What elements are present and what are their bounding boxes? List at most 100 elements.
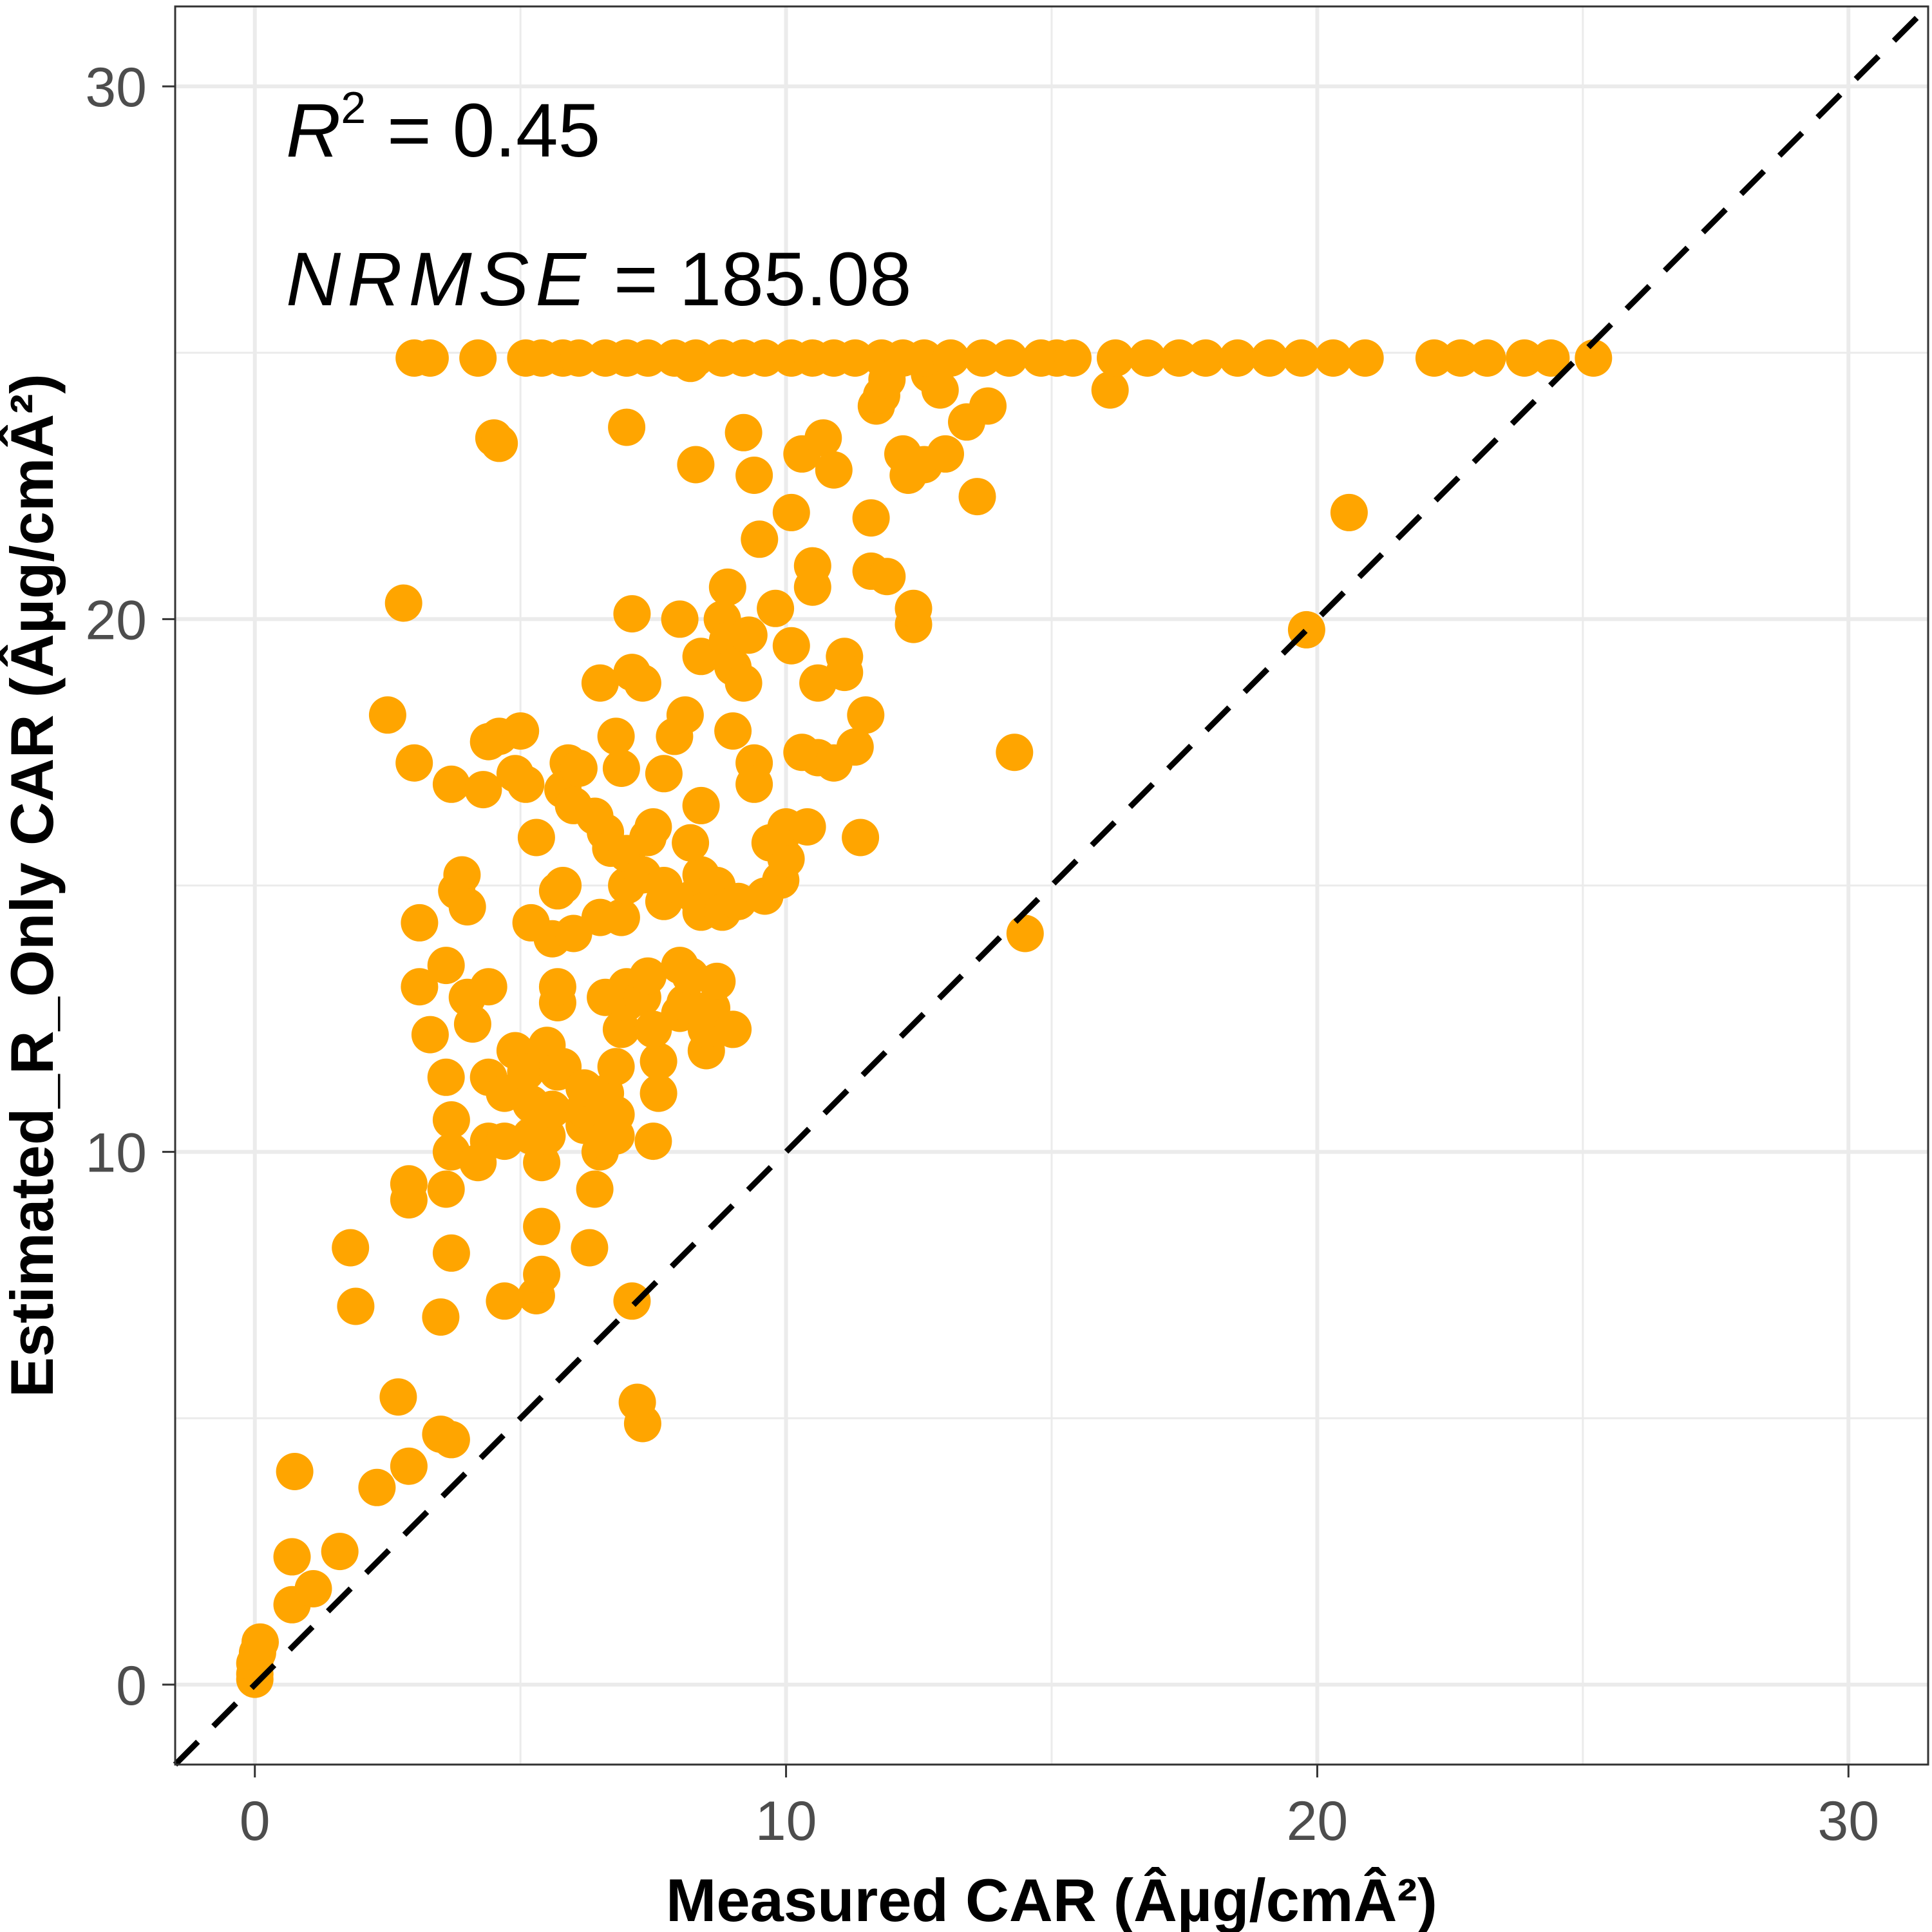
data-point <box>921 371 959 409</box>
data-point <box>538 968 576 1006</box>
data-point <box>682 786 720 824</box>
data-point <box>273 1538 311 1576</box>
data-point <box>724 664 762 702</box>
nrmse-value: = 185.08 <box>592 237 911 322</box>
data-point <box>448 888 486 926</box>
x-axis-title: Measured CAR (Âµg/cmÂ²) <box>666 1866 1437 1932</box>
data-point <box>990 339 1028 377</box>
data-point <box>772 627 810 665</box>
data-point <box>969 387 1007 425</box>
r-squared-superscript: 2 <box>341 82 366 133</box>
data-point <box>427 947 465 985</box>
data-point <box>714 1010 752 1048</box>
data-point <box>629 339 667 377</box>
data-point <box>1330 493 1368 531</box>
data-point <box>523 1208 561 1245</box>
data-point <box>1282 339 1320 377</box>
data-point <box>868 558 906 596</box>
data-point <box>464 771 502 809</box>
plot-border <box>174 5 1929 1766</box>
data-point <box>443 856 481 894</box>
nrmse-annotation: NRMSE = 185.08 <box>286 237 912 322</box>
data-point <box>927 435 964 473</box>
data-point <box>523 1255 561 1293</box>
data-point <box>932 339 970 377</box>
data-point <box>645 755 683 793</box>
data-point <box>826 654 864 692</box>
data-point <box>724 413 762 451</box>
x-tick-label: 30 <box>1817 1790 1879 1852</box>
data-point <box>666 696 704 734</box>
data-point <box>677 446 715 484</box>
data-point <box>1442 339 1480 377</box>
data-point <box>836 339 874 377</box>
data-point <box>544 867 582 904</box>
data-point <box>276 1453 314 1490</box>
data-point <box>581 664 619 702</box>
data-point <box>757 589 795 627</box>
data-point <box>996 734 1034 772</box>
data-point <box>332 1229 370 1267</box>
data-point <box>432 1234 470 1272</box>
data-point <box>1468 339 1506 377</box>
x-axis-ticks: 0 10 20 30 <box>240 1765 1879 1852</box>
data-point <box>453 1005 491 1043</box>
data-point <box>698 962 736 1000</box>
data-point <box>677 339 715 377</box>
data-point <box>1006 914 1044 952</box>
data-point <box>560 750 598 787</box>
data-point <box>623 1405 661 1443</box>
data-point <box>815 451 853 489</box>
data-point <box>411 339 449 377</box>
data-point <box>672 824 710 862</box>
data-point <box>836 728 874 766</box>
data-point <box>517 819 555 857</box>
x-tick-label: 20 <box>1287 1790 1349 1852</box>
data-point <box>623 664 661 702</box>
data-point <box>571 1229 609 1267</box>
data-point <box>1054 339 1092 377</box>
data-point <box>613 595 651 633</box>
data-point <box>1532 339 1570 377</box>
data-point <box>358 1468 396 1506</box>
data-point <box>242 1623 279 1661</box>
data-point <box>735 457 773 494</box>
data-point <box>1218 339 1256 377</box>
data-point <box>958 478 996 516</box>
data-point <box>507 765 545 803</box>
data-point <box>401 904 439 942</box>
data-point <box>422 1298 460 1336</box>
data-point <box>480 424 518 462</box>
data-point <box>1346 339 1384 377</box>
major-gridlines <box>175 6 1928 1765</box>
data-point <box>597 717 635 755</box>
data-point <box>1251 339 1289 377</box>
data-point <box>390 1165 428 1203</box>
x-tick-label: 10 <box>755 1790 817 1852</box>
data-point <box>533 1090 571 1128</box>
data-point <box>1314 339 1352 377</box>
data-point <box>597 1048 635 1086</box>
data-point <box>735 765 773 803</box>
data-point <box>597 1095 635 1133</box>
data-point <box>847 696 885 734</box>
data-point <box>746 339 784 377</box>
data-point <box>384 584 422 622</box>
data-point <box>379 1378 417 1416</box>
data-point <box>730 616 768 654</box>
data-point <box>708 568 746 606</box>
data-point <box>639 1074 677 1112</box>
data-point <box>294 1570 332 1607</box>
data-point <box>576 797 614 835</box>
one-to-one-reference-line <box>173 4 1931 1767</box>
data-point <box>602 750 640 787</box>
data-point <box>842 819 880 857</box>
data-point <box>788 808 826 846</box>
data-point <box>741 520 779 558</box>
data-point <box>422 1416 460 1454</box>
x-tick-label: 0 <box>240 1790 270 1852</box>
data-point <box>1128 339 1166 377</box>
data-point <box>337 1287 375 1325</box>
data-point <box>1097 339 1134 377</box>
